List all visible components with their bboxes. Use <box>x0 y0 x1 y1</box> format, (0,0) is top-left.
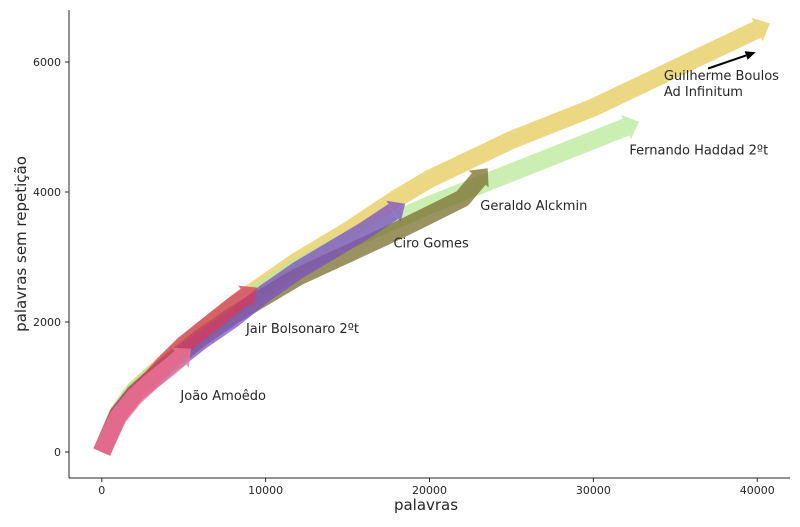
annotation-label: Guilherme Boulos <box>664 69 779 84</box>
series-arrowhead <box>386 200 406 223</box>
series-arrowhead <box>172 347 192 368</box>
x-axis-label: palavras <box>394 496 458 514</box>
x-axis-ticks: 0 10000 20000 30000 40000 <box>98 478 775 497</box>
y-tick-label: 6000 <box>33 56 61 69</box>
annotation-label: João Amoêdo <box>179 389 266 404</box>
annotation-label: Jair Bolsonaro 2ºt <box>245 322 359 337</box>
annotation-label: Fernando Haddad 2ºt <box>629 143 768 158</box>
series-arrowhead <box>468 168 489 188</box>
annotation-arrow-shaft <box>707 54 747 70</box>
series-layer <box>93 17 770 456</box>
y-tick-label: 4000 <box>33 186 61 199</box>
series-arrowhead <box>238 285 258 307</box>
y-axis-label: palavras sem repetição <box>12 156 30 332</box>
y-tick-label: 2000 <box>33 316 61 329</box>
x-tick-label: 30000 <box>576 484 611 497</box>
series-arrowhead <box>751 17 770 42</box>
x-tick-label: 10000 <box>248 484 283 497</box>
annotation-label: Ad Infinitum <box>664 85 743 100</box>
x-tick-label: 20000 <box>412 484 447 497</box>
series-line <box>93 350 187 456</box>
annotation-arrow-head <box>744 51 756 60</box>
annotation-label: Ciro Gomes <box>393 236 469 251</box>
series-arrowhead <box>621 114 640 140</box>
series-line <box>93 173 486 456</box>
y-tick-label: 0 <box>54 446 61 459</box>
x-tick-label: 0 <box>98 484 105 497</box>
x-tick-label: 40000 <box>740 484 775 497</box>
y-axis-ticks: 0 2000 4000 6000 <box>33 56 69 459</box>
annotation-label: Geraldo Alckmin <box>480 199 587 214</box>
